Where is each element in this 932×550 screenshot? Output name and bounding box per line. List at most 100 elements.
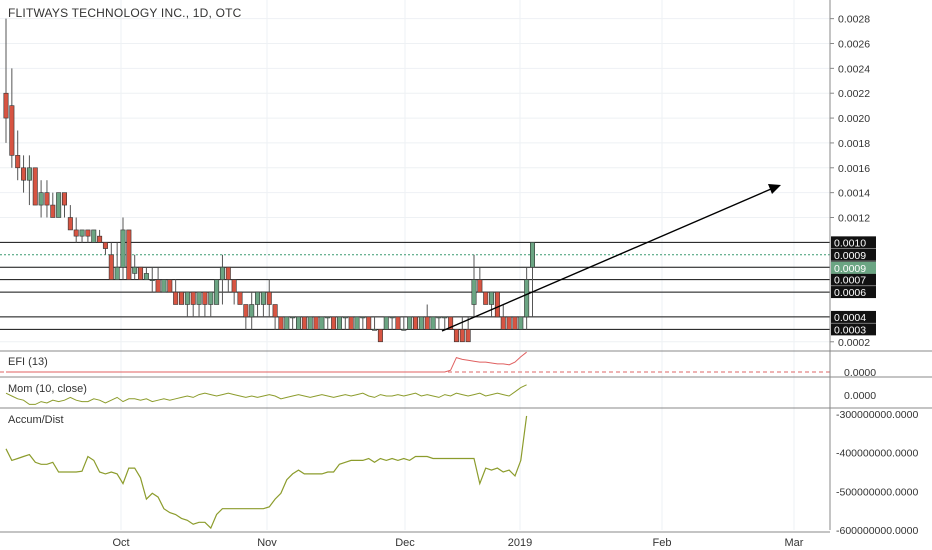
candle-body [214,279,220,305]
candle-body [418,316,424,330]
level-label: 0.0003 [834,324,866,336]
candle-body [91,229,97,243]
mom-label: Mom (10, close) [8,383,87,395]
candle-body [138,266,144,280]
candle-body [219,266,225,280]
candle-body [173,291,179,305]
candle-body [32,167,38,206]
candle-body [336,316,342,330]
candle-body [494,291,500,318]
trend-arrow-head [768,184,781,194]
candle-body [518,316,524,330]
candle-body [67,217,73,231]
y-tick-label: 0.0016 [838,163,870,175]
price-axis: 0.0002 0.0012 0.0014 0.0016 0.0018 0.0020 0.00… [829,0,918,537]
level-label-box [831,286,876,299]
candle-body [231,279,237,293]
x-tick-label: Feb [653,537,672,549]
candle-body [471,279,477,305]
ad-tick-label: -500000000.0000 [836,486,918,498]
y-tick-label: 0.0024 [838,63,870,75]
trendline [441,184,781,332]
candle-body [395,316,401,330]
candle-body [424,316,430,330]
candle-body [149,279,155,281]
level-label-box [831,310,876,323]
x-tick-label: Mar [785,537,804,549]
candle-body [243,304,249,318]
last-price-box [831,261,876,274]
level-label-box [831,236,876,249]
candle-body [489,291,495,305]
candle-body [255,291,261,305]
candle-body [366,316,372,330]
candle-body [56,192,62,218]
candle-body [44,192,50,206]
candle-body [61,192,67,206]
chart-title: FLITWAYS TECHNOLOGY INC., 1D, OTC [8,6,242,20]
candle-body [524,279,530,318]
candle-body [50,204,56,218]
x-tick-label: 2019 [508,537,532,549]
candle-body [401,329,407,331]
candle-body [120,229,126,268]
candle-body [372,329,378,331]
candle-body [377,329,383,343]
candle-body [26,167,32,181]
level-label: 0.0004 [834,312,866,324]
candle-body [161,279,167,293]
y-tick-label: 0.0020 [838,113,870,125]
candle-body [459,329,465,343]
candle-body [208,291,214,305]
candle-body [184,291,190,305]
candle-body [15,155,21,169]
candle-body [167,279,173,293]
candle-body [155,279,161,293]
candle-body [21,167,27,181]
candle-body [97,235,103,243]
efi-line [6,351,527,373]
candle-body [348,316,354,330]
y-tick-label: 0.0022 [838,88,870,100]
y-tick-label: 0.0026 [838,39,870,51]
candle-body [442,316,448,319]
candle-body [483,291,489,305]
x-tick-label: Dec [395,537,415,549]
candle-body [407,316,413,330]
candle-body [354,316,360,330]
candle-body [9,105,15,156]
candle-body [529,242,535,268]
candle-body [331,316,337,330]
candle-body [85,229,91,237]
candle-body [430,316,436,330]
candle-body [3,92,9,119]
candle-body [249,304,255,318]
candle-body [114,266,120,280]
time-axis: Oct Nov Dec 2019 Feb Mar [0,531,830,549]
candle-body [202,291,208,305]
candle-body [295,316,301,330]
level-label: 0.0010 [834,237,866,249]
candle-body [102,242,108,249]
candle-body [465,329,471,343]
candle-body [342,316,348,319]
candle-body [278,316,284,330]
efi-label: EFI (13) [8,356,48,368]
candles [3,18,535,343]
level-label-box [831,323,876,336]
candle-body [237,291,243,305]
last-price-label: 0.0009 [834,263,866,275]
indicator-panels [0,350,932,530]
ad-tick-label: -400000000.0000 [836,448,918,460]
candle-body [383,316,389,330]
candle-body [301,316,307,330]
candle-body [290,316,296,319]
efi-tick-label: 0.0000 [844,367,876,379]
y-tick-label: 0.0002 [838,337,870,349]
trend-arrow-line [441,185,779,332]
candle-body [325,316,331,319]
x-tick-label: Oct [112,537,129,549]
candle-body [190,291,196,305]
y-tick-label: 0.0014 [838,188,870,200]
